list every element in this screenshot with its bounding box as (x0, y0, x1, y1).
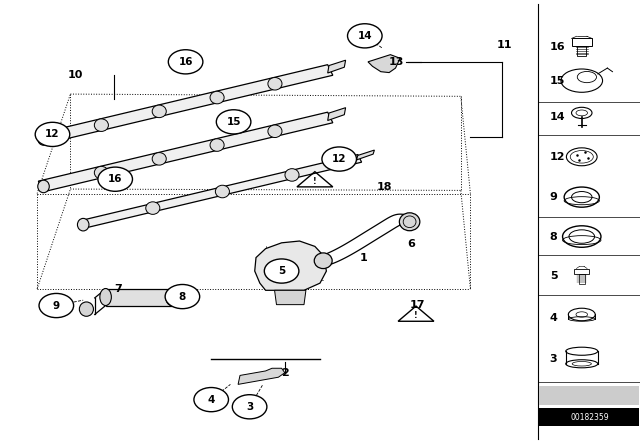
Polygon shape (539, 386, 639, 405)
Polygon shape (328, 108, 346, 121)
Text: 12: 12 (550, 152, 565, 162)
Text: 12: 12 (332, 154, 346, 164)
Text: 1: 1 (360, 253, 367, 263)
Text: 2: 2 (281, 368, 289, 378)
Ellipse shape (210, 139, 224, 151)
Text: 7: 7 (115, 284, 122, 294)
Text: 14: 14 (358, 31, 372, 41)
Polygon shape (79, 155, 362, 228)
Text: 15: 15 (550, 76, 565, 86)
Ellipse shape (77, 218, 89, 231)
Text: 3: 3 (550, 354, 557, 364)
Text: 14: 14 (550, 112, 565, 122)
Text: 13: 13 (389, 57, 404, 67)
Ellipse shape (94, 166, 108, 179)
Text: 5: 5 (550, 271, 557, 280)
Text: !: ! (313, 177, 317, 186)
Text: 9: 9 (52, 301, 60, 310)
Ellipse shape (100, 289, 111, 306)
Circle shape (216, 110, 251, 134)
Polygon shape (275, 290, 306, 305)
Text: 4: 4 (550, 313, 557, 323)
Text: 16: 16 (179, 57, 193, 67)
Ellipse shape (152, 153, 166, 165)
Circle shape (39, 293, 74, 318)
Circle shape (165, 284, 200, 309)
Text: 00182359: 00182359 (570, 413, 609, 422)
Polygon shape (38, 65, 333, 144)
Text: 17: 17 (410, 300, 425, 310)
Text: 16: 16 (550, 42, 565, 52)
Text: 16: 16 (108, 174, 122, 184)
Text: 3: 3 (246, 402, 253, 412)
Ellipse shape (38, 133, 49, 145)
Circle shape (194, 388, 228, 412)
Polygon shape (255, 241, 326, 290)
Ellipse shape (268, 78, 282, 90)
Text: 10: 10 (68, 70, 83, 80)
Ellipse shape (79, 302, 93, 316)
Text: 4: 4 (207, 395, 215, 405)
Ellipse shape (314, 253, 332, 269)
Circle shape (35, 122, 70, 146)
Ellipse shape (399, 213, 420, 231)
Ellipse shape (215, 185, 229, 198)
Ellipse shape (146, 202, 160, 214)
Polygon shape (368, 55, 400, 73)
Text: 15: 15 (227, 117, 241, 127)
Text: 6: 6 (407, 239, 415, 249)
Polygon shape (106, 289, 172, 306)
Polygon shape (328, 60, 346, 73)
Ellipse shape (268, 125, 282, 138)
Ellipse shape (285, 168, 299, 181)
Text: 11: 11 (497, 40, 512, 50)
Ellipse shape (166, 289, 177, 306)
Circle shape (348, 24, 382, 48)
Text: 8: 8 (550, 232, 557, 241)
Circle shape (232, 395, 267, 419)
Text: 8: 8 (179, 292, 186, 302)
Polygon shape (356, 150, 374, 160)
Text: 12: 12 (45, 129, 60, 139)
Text: 5: 5 (278, 266, 285, 276)
Ellipse shape (152, 105, 166, 118)
Ellipse shape (38, 180, 49, 193)
Ellipse shape (184, 288, 198, 306)
Polygon shape (238, 368, 285, 384)
Ellipse shape (210, 91, 224, 104)
Circle shape (98, 167, 132, 191)
Circle shape (264, 259, 299, 283)
Polygon shape (38, 112, 333, 192)
Ellipse shape (94, 119, 108, 131)
Text: !: ! (414, 311, 418, 320)
Text: 9: 9 (550, 192, 557, 202)
Text: 18: 18 (376, 182, 392, 192)
Circle shape (322, 147, 356, 171)
Polygon shape (539, 408, 639, 426)
Circle shape (168, 50, 203, 74)
